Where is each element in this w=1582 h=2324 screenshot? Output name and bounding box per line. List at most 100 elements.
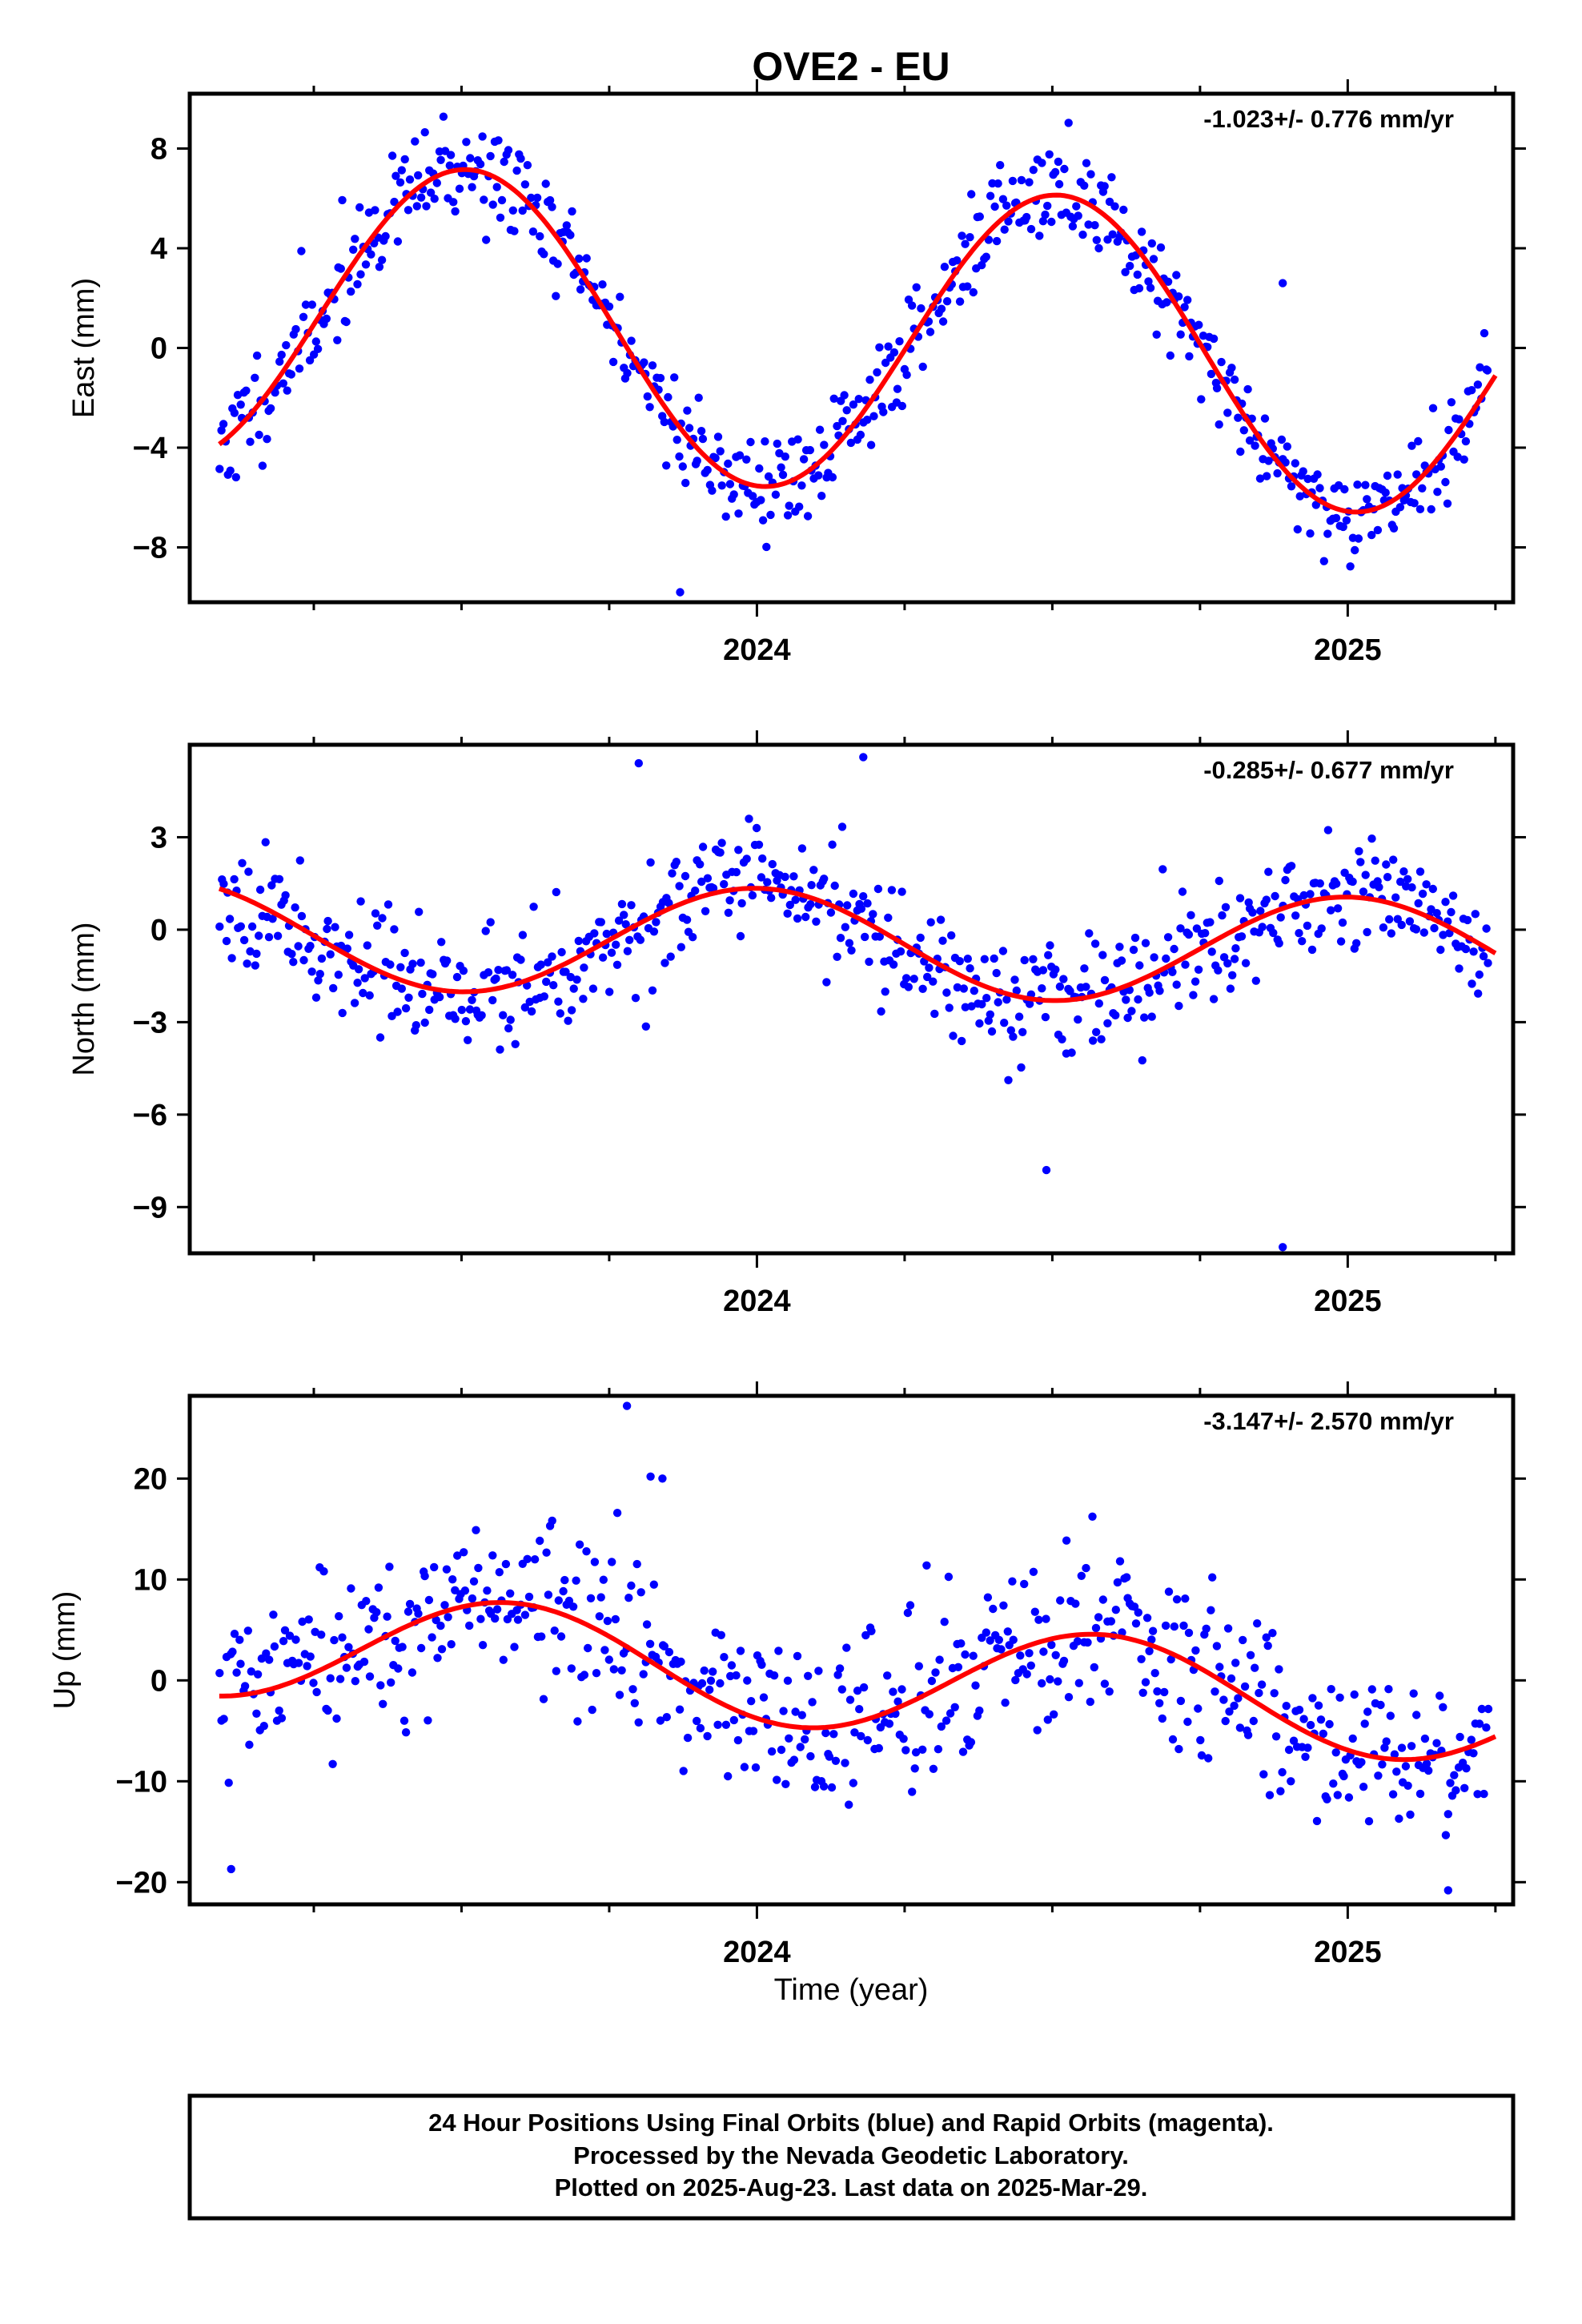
data-point	[1029, 1567, 1038, 1577]
data-point	[916, 933, 925, 943]
data-point	[478, 132, 487, 141]
data-point	[1150, 1669, 1159, 1678]
data-point	[387, 151, 397, 160]
data-point	[711, 453, 720, 463]
data-point	[289, 958, 298, 967]
data-point	[1301, 1752, 1310, 1761]
outlier-point	[1279, 279, 1287, 287]
data-point	[371, 206, 379, 215]
data-point	[1316, 1715, 1326, 1724]
data-point	[984, 1016, 994, 1025]
chart-title: OVE2 - EU	[752, 44, 950, 89]
data-point	[1453, 452, 1462, 461]
data-point	[665, 899, 673, 907]
data-point	[1482, 1723, 1491, 1732]
data-point	[1170, 1622, 1179, 1631]
data-point	[1360, 1719, 1369, 1728]
data-point	[377, 255, 387, 264]
data-point	[497, 195, 507, 205]
data-point	[797, 1711, 806, 1719]
data-point	[508, 971, 517, 979]
data-point	[1389, 855, 1398, 864]
data-point	[961, 1650, 970, 1659]
data-point	[623, 947, 632, 955]
data-point	[1336, 937, 1346, 946]
data-point	[582, 1547, 591, 1556]
fit-curve	[218, 167, 1498, 515]
data-point	[359, 988, 367, 998]
data-point	[1181, 1594, 1190, 1603]
data-point	[850, 1728, 859, 1737]
data-point	[662, 461, 671, 470]
data-point	[1161, 1621, 1170, 1630]
data-point	[645, 403, 654, 412]
rate-label: -1.023+/- 0.776 mm/yr	[1203, 105, 1454, 133]
footer-box: 24 Hour Positions Using Final Orbits (bl…	[187, 2093, 1516, 2221]
data-point	[332, 1714, 341, 1723]
data-point	[675, 882, 684, 891]
data-point	[1110, 202, 1119, 211]
data-point	[330, 1635, 339, 1645]
data-point	[1160, 1687, 1169, 1697]
data-point	[1414, 899, 1423, 908]
data-point	[317, 954, 327, 963]
data-point	[1415, 1789, 1425, 1799]
data-point	[969, 1651, 978, 1660]
data-point	[1148, 1626, 1158, 1635]
data-point	[338, 195, 347, 205]
data-point	[1381, 489, 1390, 497]
data-point	[295, 364, 304, 373]
data-point	[958, 1747, 968, 1756]
data-point	[1168, 1735, 1178, 1744]
data-point	[1067, 1048, 1076, 1057]
data-point	[1092, 235, 1102, 244]
data-point	[936, 915, 946, 924]
data-point	[748, 891, 757, 900]
data-point	[273, 931, 283, 940]
data-point	[736, 931, 745, 941]
data-point	[975, 1706, 984, 1715]
data-point	[1231, 944, 1240, 953]
data-point	[857, 904, 866, 913]
data-point	[984, 235, 994, 244]
y-tick-label: −4	[133, 432, 167, 465]
data-point	[743, 1676, 752, 1685]
outlier-point	[1042, 1165, 1051, 1175]
data-point	[749, 492, 757, 501]
data-point	[866, 440, 876, 449]
data-point	[1378, 1760, 1387, 1769]
data-point	[1441, 477, 1450, 487]
data-point	[759, 1693, 769, 1702]
data-point	[884, 342, 893, 351]
data-point	[1014, 1012, 1024, 1021]
data-point	[849, 1779, 858, 1787]
data-point	[236, 400, 245, 409]
data-point	[751, 1763, 761, 1772]
data-point	[1044, 951, 1053, 959]
data-point	[271, 388, 279, 397]
data-point	[1050, 1710, 1058, 1719]
data-point	[697, 427, 706, 436]
outlier-point	[1443, 1886, 1453, 1895]
data-point	[893, 384, 902, 393]
data-point	[1202, 1624, 1211, 1634]
data-point	[491, 1614, 500, 1623]
data-point	[1354, 534, 1363, 543]
data-points	[215, 1401, 1493, 1895]
data-point	[371, 909, 380, 918]
data-point	[1004, 1076, 1013, 1085]
data-point	[1026, 1661, 1036, 1670]
data-point	[1056, 1596, 1065, 1605]
data-point	[425, 1005, 434, 1015]
data-point	[1149, 255, 1158, 263]
data-point	[1074, 1015, 1082, 1024]
data-point	[1253, 1619, 1262, 1628]
data-point	[307, 967, 316, 976]
data-point	[827, 1783, 837, 1792]
data-point	[998, 195, 1008, 203]
data-point	[1323, 826, 1333, 834]
data-point	[445, 161, 454, 170]
data-point	[416, 958, 425, 967]
data-point	[884, 913, 893, 923]
data-point	[442, 1565, 452, 1574]
